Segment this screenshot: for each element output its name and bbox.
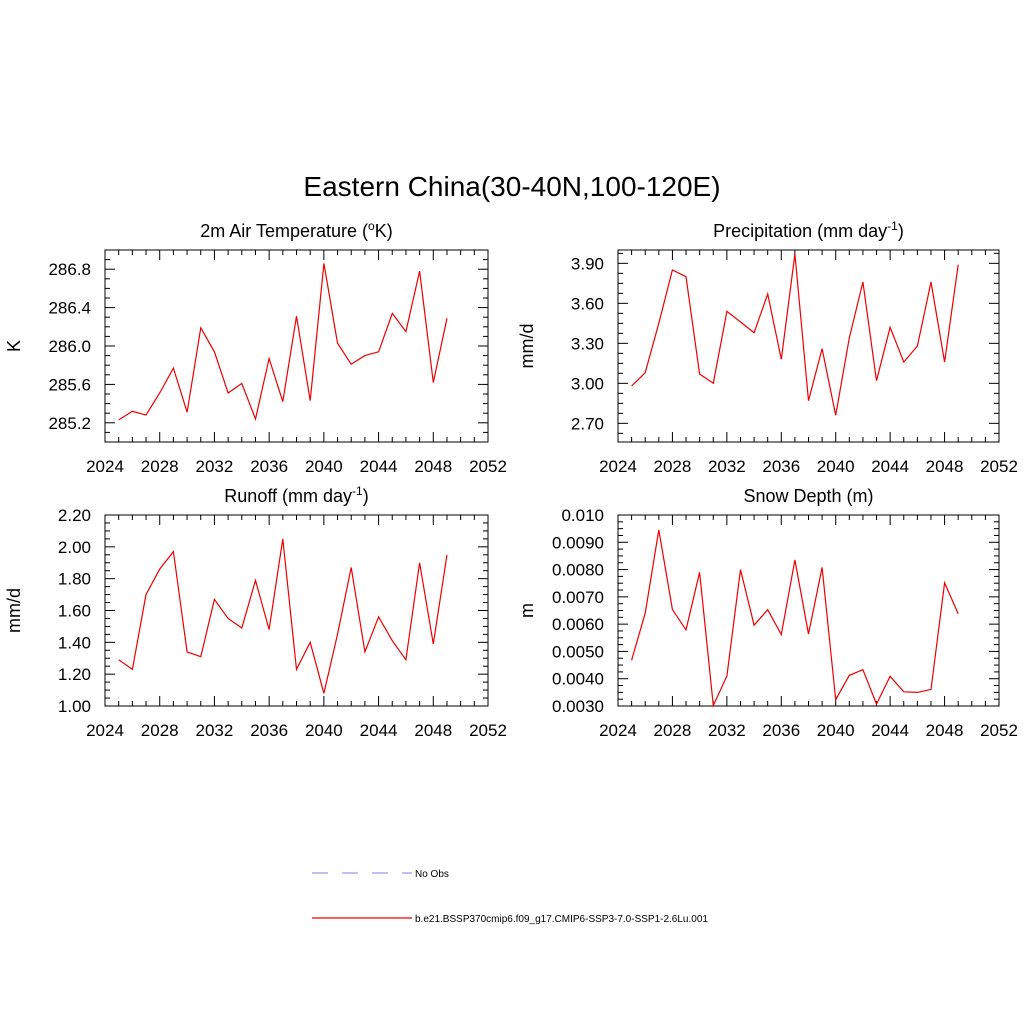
panel-title-tail: )	[898, 221, 904, 241]
y-tick-label: 2.20	[58, 506, 91, 525]
panel-title: Precipitation (mm day-1)	[713, 219, 904, 241]
y-tick-label: 286.8	[48, 260, 91, 279]
legend-label-2: b.e21.BSSP370cmip6.f09_g17.CMIP6-SSP3-7.…	[415, 914, 708, 925]
panel-title-superscript: o	[368, 219, 375, 233]
y-tick-label: 1.80	[58, 570, 91, 589]
panel-title-text: 2m Air Temperature (	[200, 221, 368, 241]
x-tick-label: 2036	[762, 457, 800, 476]
x-tick-label: 2032	[196, 457, 234, 476]
y-tick-label: 285.6	[48, 375, 91, 394]
x-tick-label: 2028	[654, 457, 692, 476]
x-tick-label: 2024	[86, 457, 124, 476]
chart-panel-4: 2024 2028 2032 2036 2040 2044 2048 2052 0.0030 0.…	[517, 486, 1018, 740]
x-tick-label: 2028	[654, 721, 692, 740]
x-tick-label: 2044	[360, 721, 398, 740]
y-tick-label: 0.0070	[552, 588, 604, 607]
x-tick-label: 2044	[871, 721, 909, 740]
chart-panel-1: 2024 2028 2032 2036 2040 2044 2048 2052 285.2 285…	[4, 219, 507, 476]
x-tick-label: 2044	[360, 457, 398, 476]
panel-title-text: Runoff (mm day	[224, 486, 352, 506]
y-tick-label: 0.0040	[552, 670, 604, 689]
y-tick-label: 286.4	[48, 299, 91, 318]
plot-frame	[617, 514, 1000, 707]
y-tick-label: 1.00	[58, 697, 91, 716]
y-tick-label: 3.90	[571, 254, 604, 273]
legend: No Obs b.e21.BSSP370cmip6.f09_g17.CMIP6-S…	[312, 869, 708, 925]
x-tick-label: 2048	[414, 457, 452, 476]
y-axis-label: m	[517, 603, 537, 618]
panel-title-superscript: -1	[352, 484, 363, 498]
x-tick-label: 2024	[599, 721, 637, 740]
y-tick-label: 3.00	[571, 374, 604, 393]
y-tick-label: 0.0060	[552, 615, 604, 634]
y-tick-label: 2.70	[571, 414, 604, 433]
panel-title: Runoff (mm day-1)	[224, 484, 368, 506]
x-tick-label: 2048	[926, 721, 964, 740]
panel-title-tail: K)	[375, 221, 393, 241]
x-tick-label: 2036	[250, 457, 288, 476]
series-line	[118, 263, 448, 422]
x-tick-label: 2032	[196, 721, 234, 740]
series-line	[631, 529, 959, 708]
x-tick-label: 2036	[250, 721, 288, 740]
plot-frame	[104, 514, 489, 707]
panel-title-tail: )	[363, 486, 369, 506]
x-tick-label: 2040	[817, 457, 855, 476]
series-line	[118, 538, 448, 694]
x-tick-label: 2052	[980, 721, 1018, 740]
x-tick-label: 2024	[599, 457, 637, 476]
panel-title-superscript: -1	[887, 219, 898, 233]
chart-panels: 2024 2028 2032 2036 2040 2044 2048 2052 285.2 285…	[4, 219, 1018, 740]
y-tick-label: 285.2	[48, 414, 91, 433]
panel-title-text: Snow Depth (m)	[743, 486, 873, 506]
x-tick-label: 2024	[86, 721, 124, 740]
panel-title: 2m Air Temperature (oK)	[200, 219, 392, 241]
x-tick-label: 2040	[305, 721, 343, 740]
y-tick-label: 3.60	[571, 294, 604, 313]
x-tick-label: 2032	[708, 721, 746, 740]
x-tick-label: 2048	[414, 721, 452, 740]
y-tick-label: 0.010	[561, 506, 604, 525]
x-tick-label: 2052	[469, 721, 507, 740]
y-axis-label: mm/d	[517, 324, 537, 369]
y-axis-label: K	[4, 340, 24, 352]
x-tick-label: 2048	[926, 457, 964, 476]
x-tick-label: 2028	[141, 721, 179, 740]
y-tick-label: 0.0050	[552, 642, 604, 661]
panel-title-text: Precipitation (mm day	[713, 221, 887, 241]
x-tick-label: 2040	[305, 457, 343, 476]
x-tick-label: 2052	[980, 457, 1018, 476]
x-tick-label: 2052	[469, 457, 507, 476]
x-tick-label: 2028	[141, 457, 179, 476]
figure-title: Eastern China(30-40N,100-120E)	[303, 171, 720, 202]
x-tick-label: 2044	[871, 457, 909, 476]
y-axis-label: mm/d	[4, 588, 24, 633]
y-tick-label: 286.0	[48, 337, 91, 356]
series-line	[631, 253, 959, 416]
y-tick-label: 3.30	[571, 334, 604, 353]
y-tick-label: 0.0090	[552, 533, 604, 552]
legend-label-1: No Obs	[415, 869, 449, 880]
y-tick-label: 0.0030	[552, 697, 604, 716]
chart-panel-2: 2024 2028 2032 2036 2040 2044 2048 2052 2.70 3.00…	[517, 219, 1018, 476]
x-tick-label: 2036	[762, 721, 800, 740]
y-tick-label: 0.0080	[552, 561, 604, 580]
x-tick-label: 2032	[708, 457, 746, 476]
y-tick-label: 2.00	[58, 538, 91, 557]
y-tick-label: 1.60	[58, 602, 91, 621]
chart-panel-3: 2024 2028 2032 2036 2040 2044 2048 2052 1.00 1.20…	[4, 484, 507, 740]
panel-title: Snow Depth (m)	[743, 486, 873, 506]
y-tick-label: 1.20	[58, 665, 91, 684]
y-tick-label: 1.40	[58, 633, 91, 652]
plot-frame	[104, 249, 489, 443]
x-tick-label: 2040	[817, 721, 855, 740]
